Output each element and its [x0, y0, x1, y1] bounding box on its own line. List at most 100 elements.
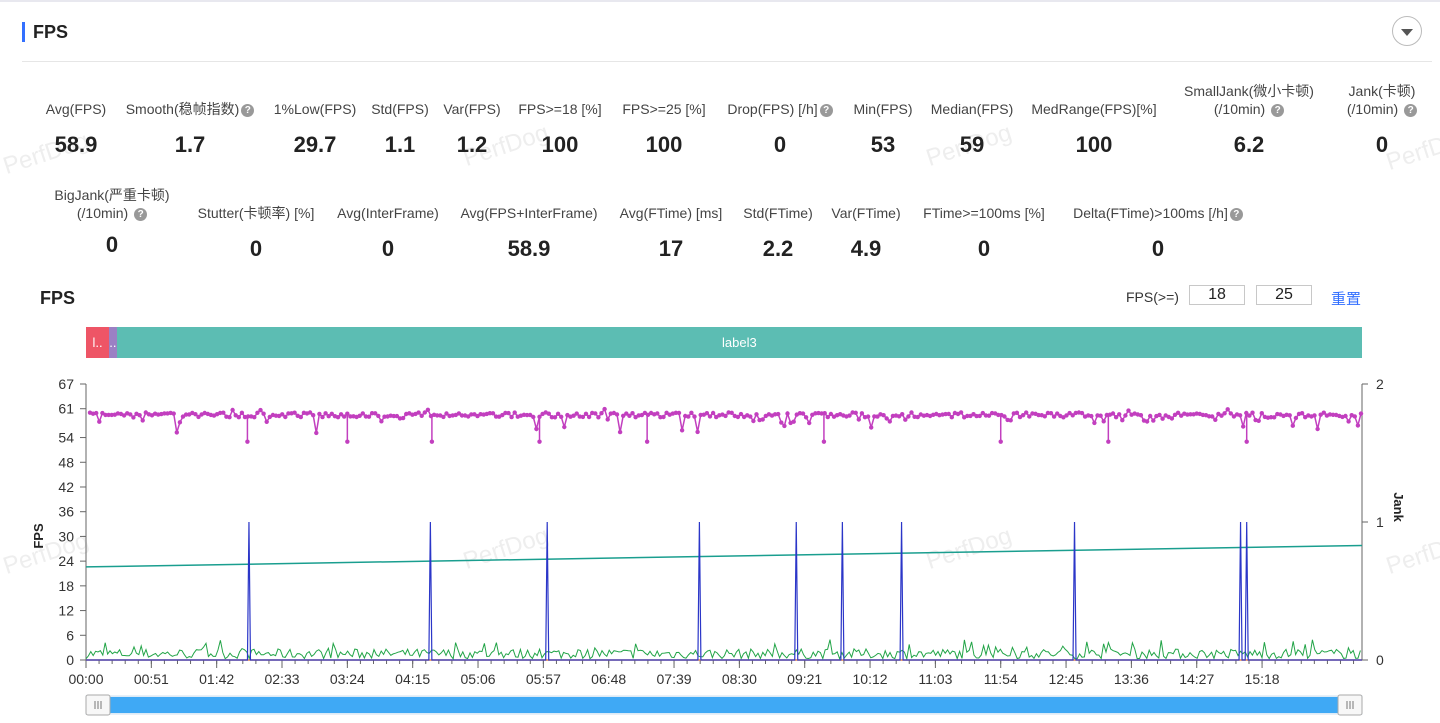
fps-point [537, 414, 542, 419]
x-tick-label: 05:57 [526, 671, 561, 687]
fps-threshold-input-2[interactable] [1256, 285, 1312, 305]
fps-point [562, 424, 567, 430]
fps-point [949, 415, 954, 420]
fps-point [574, 411, 579, 416]
fps-point [500, 412, 505, 418]
fps-point [419, 413, 424, 418]
fps-point [429, 439, 435, 444]
fps-point [1352, 414, 1358, 419]
label-segment-3[interactable]: label3 [116, 327, 1362, 358]
metric-label: Jank(卡顿) [1348, 83, 1416, 99]
fps-point [828, 411, 834, 417]
x-tick-label: 09:21 [787, 671, 822, 687]
fps-threshold-input-1[interactable] [1189, 285, 1245, 305]
x-tick-label: 13:36 [1114, 671, 1149, 687]
fps-point [965, 413, 970, 419]
fps-point [896, 414, 902, 419]
fps-point [280, 412, 285, 417]
fps-point [258, 407, 263, 413]
label-segment-1[interactable]: l.. [86, 327, 110, 358]
fps-point [686, 414, 691, 419]
fps-point [1117, 412, 1122, 417]
fps-point [366, 414, 372, 419]
fps-point [245, 439, 250, 444]
help-icon[interactable]: ? [819, 104, 833, 117]
x-tick-label: 07:39 [657, 671, 692, 687]
metric-value: 4.9 [850, 236, 882, 261]
fps-point [162, 411, 167, 416]
reset-link[interactable]: 重置 [1331, 291, 1362, 308]
fps-point [729, 410, 734, 415]
fps-point [549, 415, 555, 420]
fps-point [881, 413, 886, 418]
fps-point [1241, 424, 1246, 429]
fps-point [621, 413, 626, 418]
metric-value: 0 [249, 236, 263, 261]
fps-point [1092, 420, 1097, 426]
fps-point [630, 411, 635, 416]
fps-point [1101, 419, 1106, 424]
fps-point [422, 410, 427, 415]
fps-point [283, 414, 288, 420]
metric-ftime-ge-100ms: FTime>=100ms [%] 0 [914, 204, 1054, 262]
fps-point [230, 407, 235, 413]
fps-point [986, 413, 992, 418]
metric-label: 1%Low(FPS) [273, 101, 357, 117]
zoom-slider[interactable] [85, 694, 1363, 716]
fps-point [614, 412, 620, 417]
fps-point [624, 411, 629, 416]
help-icon[interactable]: ? [1271, 104, 1285, 117]
metric-value: 1.2 [456, 132, 488, 157]
collapse-button[interactable] [1392, 16, 1422, 46]
help-icon[interactable]: ? [1229, 208, 1243, 221]
fps-point [754, 412, 759, 417]
label-segment-2[interactable]: .. [109, 327, 117, 358]
fps-point [676, 410, 682, 416]
fps-point [1225, 407, 1230, 412]
fps-point [379, 419, 384, 424]
fps-point [859, 411, 865, 416]
fps-point [487, 411, 493, 416]
fps-trend-line [85, 544, 1363, 568]
metric-label: FTime>=100ms [%] [923, 205, 1045, 221]
fps-point [821, 439, 827, 444]
fps-point [735, 414, 741, 420]
fps-point [1247, 413, 1252, 418]
x-tick-label: 02:33 [264, 671, 299, 687]
help-icon[interactable]: ? [241, 104, 255, 117]
metric-avg-fps-interframe: Avg(FPS+InterFrame) 58.9 [454, 204, 604, 262]
fps-point [1346, 419, 1351, 424]
fps-point [1051, 414, 1057, 419]
metric-label: Std(FTime) [743, 205, 813, 221]
section-accent-bar [22, 22, 25, 42]
y-tick-label: 24 [58, 553, 74, 569]
metric-value: 1.7 [174, 132, 206, 157]
fps-point [373, 411, 378, 416]
fps-point [416, 410, 421, 415]
fps-point [695, 429, 700, 435]
metric-label: Avg(FPS) [45, 101, 107, 117]
y-axis-label: FPS [31, 523, 46, 549]
metric-fps-ge-25: FPS>=25 [%] 100 [616, 100, 712, 158]
fps-point [1079, 410, 1085, 416]
fps-point [1272, 415, 1277, 420]
fps-point [887, 419, 892, 424]
fps-point [639, 412, 644, 418]
x-tick-label: 05:06 [461, 671, 496, 687]
metric-1pct-low: 1%Low(FPS) 29.7 [270, 100, 360, 158]
help-icon[interactable]: ? [1404, 104, 1418, 117]
fps-point [803, 415, 809, 420]
fps-point [856, 417, 861, 422]
fps-point [738, 411, 744, 417]
slider-range [100, 697, 1348, 713]
fps-threshold-label: FPS(>=) [1126, 289, 1179, 305]
x-tick-label: 15:18 [1245, 671, 1280, 687]
help-icon[interactable]: ? [134, 208, 148, 221]
y2-tick-label: 0 [1376, 652, 1384, 668]
fps-point [1113, 415, 1119, 420]
fps-point [679, 428, 685, 433]
fps-point [853, 410, 858, 415]
fps-point [723, 413, 728, 419]
fps-point [1219, 413, 1224, 418]
